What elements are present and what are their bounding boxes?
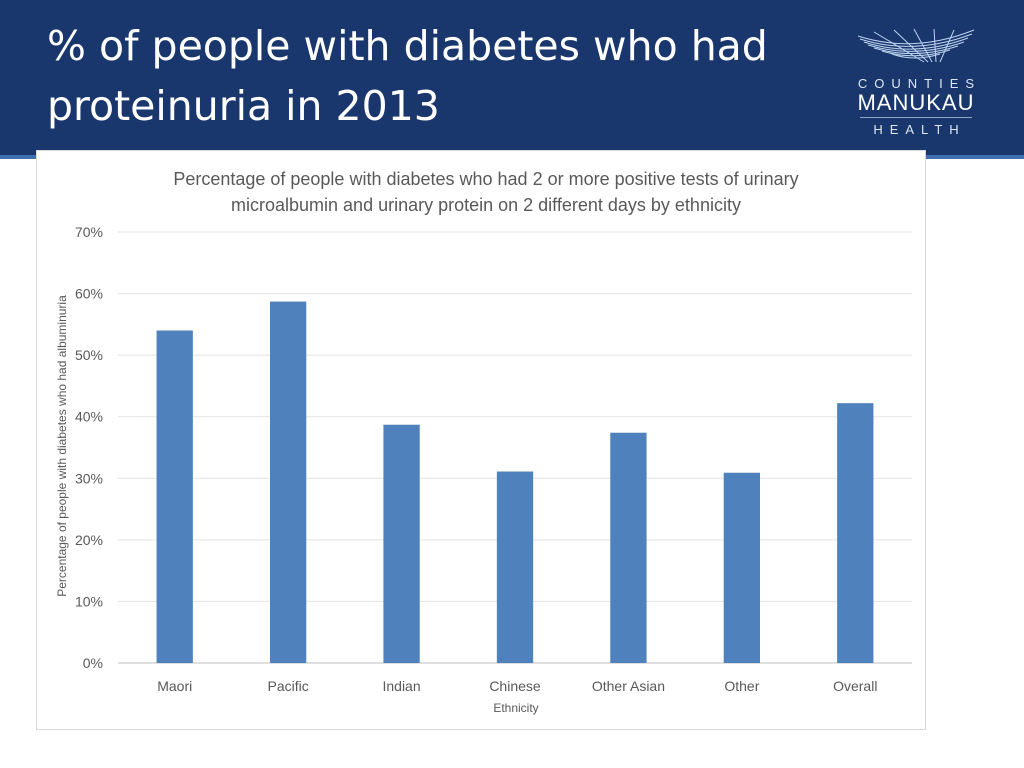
x-axis-ticks: Maori Pacific Indian Chinese Other Asian Othe… [157,678,877,694]
slide-title: % of people with diabetes who had protei… [47,22,768,130]
chart-title-line-2: microalbumin and urinary protein on 2 di… [231,195,741,215]
bar-chart: Percentage of people with diabetes who h… [55,169,912,715]
y-tick-label: 60% [75,286,103,302]
logo-text-counties: COUNTIES [857,76,982,91]
y-tick-label: 40% [75,409,103,425]
x-tick-label: Pacific [268,678,309,694]
chart-panel: Percentage of people with diabetes who h… [36,150,926,730]
chart-title-line-1: Percentage of people with diabetes who h… [173,169,798,189]
y-tick-label: 70% [75,224,103,240]
logo-text-manukau: MANUKAU [857,90,975,115]
y-tick-label: 20% [75,532,103,548]
organization-logo: COUNTIES MANUKAU HEALTH [846,24,986,142]
x-tick-label: Indian [382,678,420,694]
x-tick-label: Overall [833,678,877,694]
y-tick-label: 50% [75,347,103,363]
x-axis-label: Ethnicity [493,701,538,715]
logo-divider [860,117,972,118]
slide-header [0,0,1024,155]
logo-text-health: HEALTH [873,122,966,137]
bar-pacific [269,301,307,663]
y-tick-label: 30% [75,470,103,486]
x-tick-label: Other [724,678,759,694]
y-axis-ticks: 0% 10% 20% 30% 40% 50% 60% 70% [75,224,103,671]
bar-chinese [496,471,534,663]
y-tick-label: 10% [75,593,103,609]
logo-mark-icon [857,28,975,63]
bar-other-asian [610,432,647,663]
bar-overall [837,403,874,663]
y-axis-label: Percentage of people with diabetes who h… [55,295,69,597]
x-tick-label: Chinese [489,678,541,694]
gridlines [118,231,912,664]
x-tick-label: Maori [157,678,192,694]
bars [156,301,874,663]
x-tick-label: Other Asian [592,678,665,694]
bar-other [723,472,761,663]
bar-maori [156,330,193,663]
y-tick-label: 0% [83,655,103,671]
bar-indian [383,424,420,663]
